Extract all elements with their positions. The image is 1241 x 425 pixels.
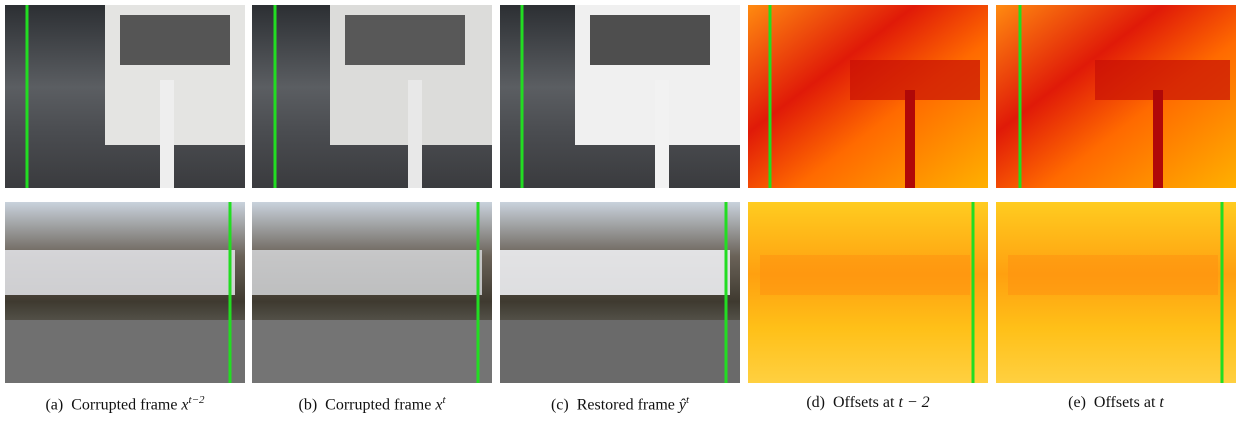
caption-label: (e) bbox=[1068, 394, 1086, 411]
caption-superscript: t bbox=[442, 394, 446, 406]
image-grid bbox=[5, 5, 1236, 383]
caption-text: Corrupted frame bbox=[325, 396, 432, 414]
caption: (b) Corrupted frame xt bbox=[252, 394, 492, 414]
caption-label: (b) bbox=[298, 396, 318, 414]
caption-superscript: t−2 bbox=[188, 394, 205, 406]
photo bbox=[5, 5, 245, 188]
offset-map bbox=[748, 202, 988, 383]
caption-text: Restored frame bbox=[576, 396, 675, 414]
caption-label: (d) bbox=[806, 394, 825, 411]
offset-map bbox=[996, 202, 1236, 383]
photo bbox=[500, 202, 740, 383]
photo bbox=[5, 202, 245, 383]
caption-math: x bbox=[181, 396, 189, 414]
caption-label: (a) bbox=[45, 396, 64, 414]
offset-map bbox=[996, 5, 1236, 188]
caption-math: x bbox=[435, 396, 443, 414]
photo bbox=[252, 202, 492, 383]
caption: (d) Offsets at t − 2 bbox=[748, 394, 988, 412]
caption-superscript: t bbox=[686, 394, 690, 406]
caption-math: ŷ bbox=[678, 396, 686, 414]
offset-map bbox=[748, 5, 988, 188]
caption: (c) Restored frame ŷt bbox=[500, 394, 740, 414]
caption-math: t bbox=[1159, 394, 1164, 411]
caption: (e) Offsets at t bbox=[996, 394, 1236, 412]
caption-text: Offsets at bbox=[832, 394, 895, 411]
photo bbox=[500, 5, 740, 188]
caption-label: (c) bbox=[550, 396, 569, 414]
photo bbox=[252, 5, 492, 188]
caption-text: Corrupted frame bbox=[71, 396, 178, 414]
caption-text: Offsets at bbox=[1093, 394, 1156, 411]
caption-math: t − 2 bbox=[898, 394, 930, 411]
row-1 bbox=[5, 5, 1236, 188]
row-2 bbox=[5, 202, 1236, 383]
caption: (a) Corrupted frame xt−2 bbox=[5, 394, 245, 414]
